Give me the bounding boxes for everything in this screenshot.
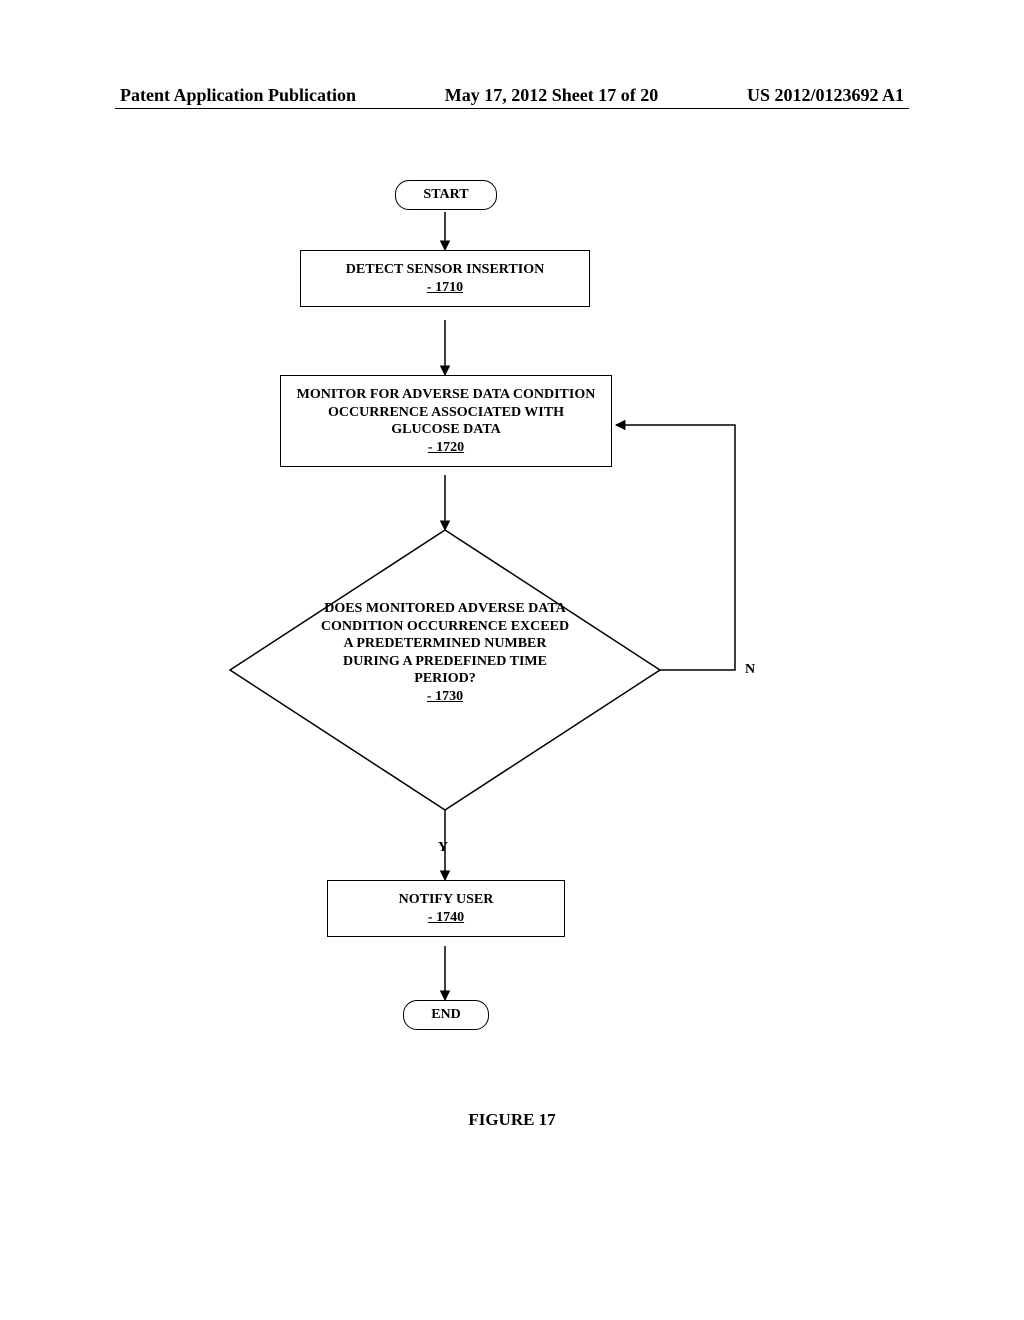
start-label: START	[423, 187, 468, 202]
end-label: END	[431, 1007, 461, 1022]
notify-node: NOTIFY USER - 1740	[327, 880, 565, 937]
notify-label: NOTIFY USER	[342, 891, 550, 909]
decision-ref: - 1730	[315, 688, 575, 706]
header-rule	[115, 108, 909, 109]
page-header: Patent Application Publication May 17, 2…	[0, 85, 1024, 106]
monitor-label: MONITOR FOR ADVERSE DATA CONDITION OCCUR…	[295, 386, 597, 439]
start-node: START	[395, 180, 497, 210]
page: Patent Application Publication May 17, 2…	[0, 0, 1024, 1320]
decision-label: DOES MONITORED ADVERSE DATA CONDITION OC…	[315, 600, 575, 688]
monitor-node: MONITOR FOR ADVERSE DATA CONDITION OCCUR…	[280, 375, 612, 467]
detect-node: DETECT SENSOR INSERTION - 1710	[300, 250, 590, 307]
detect-ref: - 1710	[315, 279, 575, 297]
flowchart: START DETECT SENSOR INSERTION - 1710 MON…	[0, 170, 1024, 1170]
edge-decision-no-loopback	[616, 425, 735, 670]
figure-caption: FIGURE 17	[0, 1110, 1024, 1130]
detect-label: DETECT SENSOR INSERTION	[315, 261, 575, 279]
header-right: US 2012/0123692 A1	[747, 85, 904, 106]
decision-no-label: N	[745, 662, 755, 678]
notify-ref: - 1740	[342, 909, 550, 927]
monitor-ref: - 1720	[295, 439, 597, 457]
header-left: Patent Application Publication	[120, 85, 356, 106]
decision-text: DOES MONITORED ADVERSE DATA CONDITION OC…	[315, 600, 575, 705]
header-center: May 17, 2012 Sheet 17 of 20	[445, 85, 658, 106]
decision-yes-label: Y	[438, 840, 448, 856]
end-node: END	[403, 1000, 489, 1030]
